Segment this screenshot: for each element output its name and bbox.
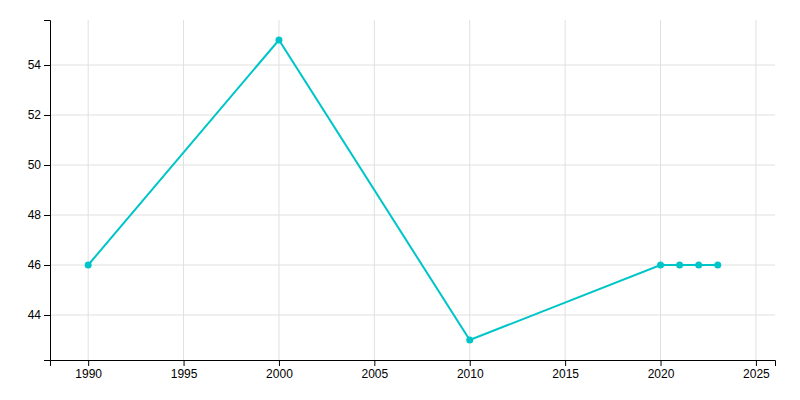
grid-line xyxy=(88,20,89,360)
grid-line xyxy=(50,315,775,316)
grid-line xyxy=(50,65,775,66)
grid-line xyxy=(278,20,279,360)
grid-line xyxy=(50,165,775,166)
line xyxy=(88,40,718,340)
tick-label: 2015 xyxy=(552,367,579,381)
tick-label: 1995 xyxy=(171,367,198,381)
tick-mark xyxy=(374,360,375,366)
tick-mark xyxy=(88,360,89,366)
tick-mark xyxy=(44,115,50,116)
marker xyxy=(85,262,92,269)
tick-mark xyxy=(661,360,662,366)
grid-line xyxy=(565,20,566,360)
series xyxy=(85,37,722,344)
tick: 2020 xyxy=(648,360,675,381)
tick: 44 xyxy=(28,308,50,322)
tick-mark xyxy=(44,315,50,316)
tick-label: 1990 xyxy=(75,367,102,381)
grid xyxy=(50,20,775,360)
marker xyxy=(676,262,683,269)
tick-mark xyxy=(44,265,50,266)
tick-label: 50 xyxy=(28,158,42,172)
grid-line xyxy=(50,215,775,216)
tick: 2000 xyxy=(266,360,293,381)
tick-label: 54 xyxy=(28,58,42,72)
tick: 2005 xyxy=(361,360,388,381)
tick-mark xyxy=(470,360,471,366)
tick-label: 2010 xyxy=(457,367,484,381)
tick-mark xyxy=(279,360,280,366)
tick: 2015 xyxy=(552,360,579,381)
grid-line xyxy=(50,115,775,116)
tick-mark xyxy=(184,360,185,366)
tick-label: 2025 xyxy=(743,367,770,381)
grid-line xyxy=(469,20,470,360)
tick-mark xyxy=(565,360,566,366)
grid-line xyxy=(183,20,184,360)
tick-mark xyxy=(44,165,50,166)
x-axis-line xyxy=(51,361,776,367)
tick-label: 46 xyxy=(28,258,42,272)
tick: 2010 xyxy=(457,360,484,381)
tick-label: 2000 xyxy=(266,367,293,381)
grid-line xyxy=(755,20,756,360)
tick-label: 2020 xyxy=(648,367,675,381)
plot: 1990 1995 2000 2005 2010 2015 2020 2025 44 46 48 50… xyxy=(28,20,776,381)
tick: 48 xyxy=(28,208,50,222)
tick-mark xyxy=(44,65,50,66)
tick-label: 2005 xyxy=(361,367,388,381)
marker xyxy=(695,262,702,269)
tick-label: 48 xyxy=(28,208,42,222)
tick: 46 xyxy=(28,258,50,272)
tick: 2025 xyxy=(743,360,770,381)
tick: 1995 xyxy=(171,360,198,381)
tick: 54 xyxy=(28,58,50,72)
tick: 1990 xyxy=(75,360,102,381)
tick: 52 xyxy=(28,108,50,122)
chart: 1990 1995 2000 2005 2010 2015 2020 2025 44 46 48 50… xyxy=(0,0,800,400)
tick-mark xyxy=(756,360,757,366)
x-axis: 1990 1995 2000 2005 2010 2015 2020 2025 xyxy=(51,360,776,381)
y-axis-line xyxy=(44,21,51,361)
tick: 50 xyxy=(28,158,50,172)
grid-line xyxy=(660,20,661,360)
marker xyxy=(714,262,721,269)
marker xyxy=(466,337,473,344)
marker xyxy=(657,262,664,269)
marker xyxy=(275,37,282,44)
tick-label: 44 xyxy=(28,308,42,322)
tick-mark xyxy=(44,215,50,216)
tick-label: 52 xyxy=(28,108,42,122)
y-axis: 44 46 48 50 52 54 xyxy=(28,21,51,361)
